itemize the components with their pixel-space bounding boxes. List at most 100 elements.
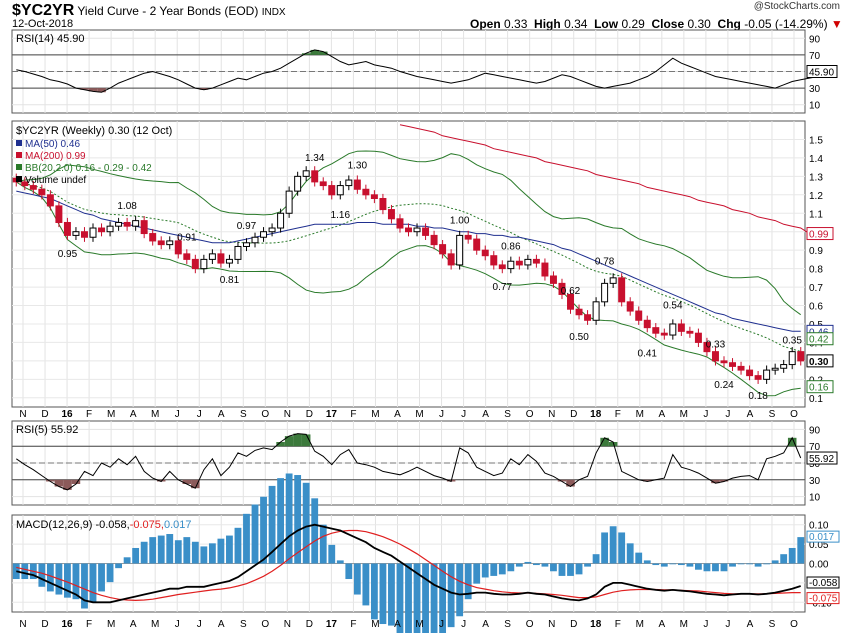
macd-histogram-bar: [328, 544, 336, 564]
macd-histogram-bar: [260, 496, 267, 564]
x-axis-label: O: [261, 409, 269, 420]
candle-body: [345, 179, 353, 187]
price-ytick-label: 0.6: [809, 302, 823, 313]
x-axis-label: A: [658, 409, 665, 420]
x-axis-label: 17: [326, 409, 338, 420]
macd-histogram-bar: [515, 563, 523, 567]
candle-body: [268, 227, 276, 233]
candle-body: [387, 209, 395, 220]
candle-body: [208, 253, 216, 260]
candle-body: [729, 362, 737, 367]
macd-histogram-bar: [737, 563, 745, 565]
candle-body: [336, 185, 344, 196]
macd-histogram-bar: [81, 563, 88, 609]
candle-body: [370, 194, 378, 199]
candle-body: [677, 323, 685, 332]
candle-body: [711, 351, 719, 362]
macd-histogram-bar: [345, 563, 353, 580]
macd-histogram-bar: [379, 563, 387, 625]
rsi5-last-label: 55.92: [809, 454, 834, 465]
macd-histogram-bar: [780, 554, 788, 564]
candle-body: [447, 253, 455, 266]
rsi5-oversold-fill: [156, 479, 166, 482]
candle-body: [771, 367, 779, 371]
candle-body: [464, 234, 472, 240]
x-axis-label: D: [306, 409, 313, 420]
low-label: Low: [594, 17, 619, 31]
macd-histogram-bar: [703, 563, 711, 572]
price-annotation: 0.86: [501, 242, 521, 253]
price-right-label-box: [806, 354, 834, 368]
bb-middle-band: [16, 181, 801, 352]
price-ytick-label: 1.1: [809, 209, 823, 220]
macd-histogram-bar: [609, 526, 617, 564]
macd-histogram-bar: [319, 524, 327, 564]
macd-last-label: -0.075: [809, 594, 838, 605]
rsi5-line: [16, 433, 802, 491]
macd-histogram-bar: [567, 563, 574, 576]
x-axis-label: D: [41, 409, 48, 420]
price-panel: [11, 120, 806, 408]
candle-body: [567, 293, 574, 310]
candle-body: [285, 190, 293, 214]
candle-body: [694, 332, 702, 343]
x-axis-label: N: [19, 409, 26, 420]
macd-histogram-bar: [635, 552, 643, 564]
macd-histogram-bar: [771, 560, 779, 564]
close-value: 0.30: [687, 17, 711, 31]
x-axis-label: O: [526, 619, 534, 630]
candle-body: [754, 375, 762, 380]
exchange: INDX: [261, 7, 286, 18]
macd-histogram-bar: [302, 482, 310, 564]
price-annotation: 0.95: [58, 249, 78, 260]
price-right-label-box: [806, 380, 834, 394]
candle-body: [405, 227, 412, 233]
candle-body: [140, 220, 148, 235]
high-label: High: [534, 17, 561, 31]
macd-last-box: [806, 576, 840, 589]
candle-body: [328, 185, 336, 196]
low-value: 0.29: [621, 17, 645, 31]
x-axis-label: S: [769, 409, 776, 420]
macd-histogram-bar: [797, 537, 805, 564]
x-axis-label: D: [570, 619, 577, 630]
price-annotation: 0.35: [782, 336, 802, 347]
legend-label: BB(20,2.0) 0.16 - 0.29 - 0.42: [25, 163, 152, 174]
rsi5-oversold-fill: [642, 479, 652, 482]
x-axis-label: 16: [62, 409, 74, 420]
rsi5-oversold-fill: [54, 479, 64, 487]
candle-body: [72, 231, 80, 236]
candle-body: [89, 227, 97, 238]
rsi5-overbought-fill: [284, 436, 294, 447]
x-axis-label: A: [394, 619, 401, 630]
macd-histogram-bar: [532, 563, 540, 566]
rsi14-ytick-label: 90: [809, 34, 821, 45]
rsi14-last-label: 45.90: [809, 68, 834, 79]
candle-body: [788, 351, 796, 366]
candle-body: [55, 205, 63, 223]
legend-swatch: [16, 164, 22, 170]
candle-body: [200, 258, 208, 270]
x-axis-label: F: [350, 409, 356, 420]
rsi5-ytick-label: 10: [809, 493, 821, 504]
x-axis-label: A: [130, 409, 137, 420]
candle-body: [669, 323, 677, 336]
macd-histogram-bar: [64, 563, 71, 598]
macd-last-box: [806, 530, 840, 543]
x-axis-label: A: [218, 619, 225, 630]
price-annotation: 1.16: [331, 210, 351, 221]
macd-histogram-bar: [362, 563, 370, 606]
candle-body: [123, 221, 131, 227]
macd-histogram-bar: [140, 541, 148, 564]
x-axis-label: F: [86, 409, 92, 420]
candle-body: [396, 218, 404, 229]
x-axis-label: A: [658, 619, 665, 630]
macd-histogram-bar: [396, 563, 404, 633]
macd-histogram-bar: [251, 504, 259, 564]
macd-histogram-bar: [507, 563, 515, 572]
candle-body: [422, 227, 430, 236]
price-ytick-label: 1.5: [809, 135, 823, 146]
candle-body: [166, 240, 174, 246]
price-right-label: 0.99: [809, 230, 829, 241]
x-axis-label: J: [703, 619, 708, 630]
